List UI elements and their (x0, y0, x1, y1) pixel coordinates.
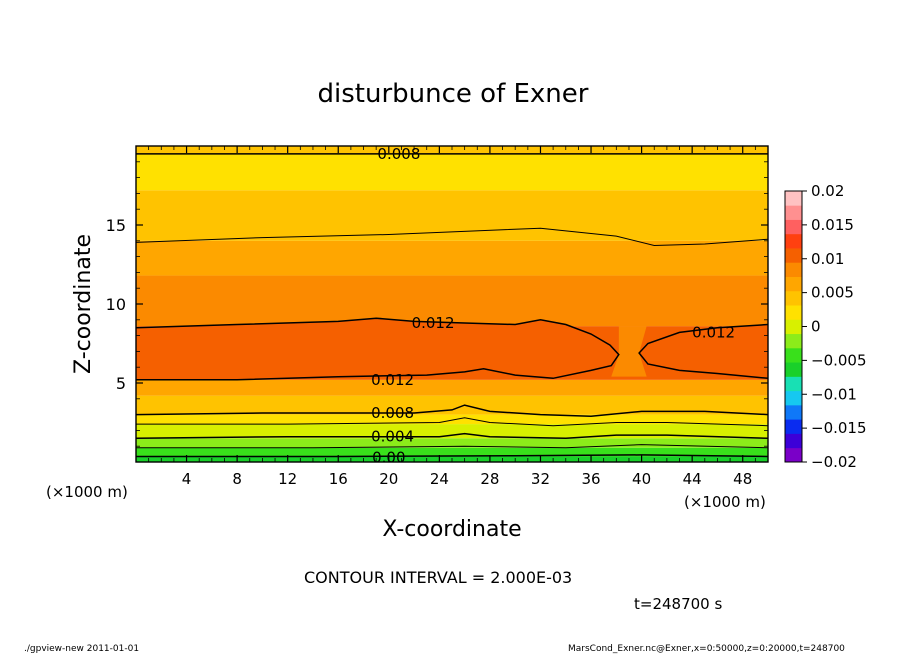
colorbar-swatch (785, 248, 802, 263)
x-tick-label: 40 (632, 470, 651, 488)
contour-fill-band (136, 153, 768, 191)
x-tick-label: 36 (581, 470, 600, 488)
colorbar-swatch (785, 319, 802, 335)
contour-fill-band (136, 379, 768, 396)
contour-fill-band (136, 414, 768, 425)
contour-label: 0.004 (371, 428, 414, 446)
x-axis: 4 8 12 16 20 24 28 32 36 40 44 48 (148, 146, 756, 488)
contour-line (135, 317, 620, 381)
contour-fill-band (136, 424, 768, 439)
colorbar-swatch (785, 205, 802, 220)
colorbar-label: −0.02 (811, 453, 857, 471)
colorbar-label: −0.01 (811, 385, 857, 403)
colorbar-swatch (785, 347, 802, 363)
colorbar-swatch (785, 404, 802, 420)
x-tick-label: 4 (182, 470, 192, 488)
x-tick-label: 44 (683, 470, 702, 488)
contour-line (136, 417, 769, 427)
colorbar-swatch (785, 219, 802, 235)
x-tick-label: 32 (531, 470, 550, 488)
contour-line (135, 432, 769, 440)
colorbar-swatch (785, 305, 802, 320)
colorbar-label: 0.015 (811, 216, 854, 234)
contour-label: 0.008 (371, 404, 414, 422)
colorbar-label: −0.015 (811, 419, 867, 437)
contour-line (135, 227, 769, 247)
contour-core-fill (639, 324, 768, 379)
y-tick-label: 10 (106, 295, 126, 314)
colorbar-swatch (785, 447, 802, 463)
contour-line (638, 323, 769, 380)
x-tick-label: 16 (329, 470, 348, 488)
contour-label: 0.008 (377, 145, 420, 163)
y-axis-title: Z-coordinate (71, 234, 96, 374)
y-tick-label: 5 (116, 374, 126, 393)
contour-fill-band (136, 240, 768, 276)
footer-left-text: ./gpview-new 2011-01-01 (24, 644, 139, 654)
contour-lines (135, 153, 769, 458)
colorbar-swatch (785, 290, 802, 306)
contour-fill-band (136, 395, 768, 415)
contour-core-fill (136, 318, 619, 380)
colorbar-swatch (785, 191, 802, 206)
x-tick-label: 24 (430, 470, 449, 488)
contour-fill-band (136, 275, 768, 327)
y-tick-label: 15 (106, 216, 126, 235)
colorbar-swatch (785, 262, 802, 277)
footer-right-text: MarsCond_Exner.nc@Exner,x=0:50000,z=0:20… (568, 644, 845, 654)
x-tick-label: 20 (379, 470, 398, 488)
contour-label: 0.012 (692, 323, 735, 341)
x-axis-unit-label: (×1000 m) (684, 493, 766, 511)
colorbar-swatch (785, 362, 802, 377)
x-tick-label: 8 (232, 470, 242, 488)
x-tick-label: 28 (480, 470, 499, 488)
chart-title: disturbunce of Exner (318, 79, 589, 109)
contour-fill-band (136, 447, 768, 457)
contour-line (136, 454, 769, 458)
contour-interval-text: CONTOUR INTERVAL = 2.000E-03 (304, 568, 572, 587)
colorbar-label: 0.01 (811, 250, 844, 268)
y-axis-unit-label: (×1000 m) (46, 483, 128, 501)
colorbar-swatch (785, 233, 802, 249)
colorbar-swatch (785, 333, 802, 349)
contour-line (136, 444, 769, 449)
colorbar-label: 0.005 (811, 284, 854, 302)
colorbar-swatch (785, 419, 802, 434)
colorbar-label: 0 (811, 318, 821, 336)
colorbar-swatch (785, 390, 802, 406)
time-label: t=248700 s (634, 595, 722, 613)
x-axis-title: X-coordinate (382, 517, 521, 542)
colorbar-swatch (785, 433, 802, 449)
contour-label: 0.012 (412, 314, 455, 332)
y-axis: 5 10 15 (106, 161, 768, 447)
contour-line (135, 404, 769, 417)
x-tick-label: 12 (278, 470, 297, 488)
colorbar-swatch (785, 376, 802, 392)
colorbar-swatch (785, 276, 802, 292)
x-tick-label: 48 (733, 470, 752, 488)
contour-fill-band (136, 438, 768, 448)
contour-gap-fill (611, 326, 647, 377)
contour-fill-band (136, 190, 768, 241)
colorbar-label: −0.005 (811, 351, 867, 369)
colorbar-label: 0.02 (811, 182, 844, 200)
colorbar: 0.02 0.015 0.01 0.005 0 −0.005 −0.01 −0.015 −0.0… (784, 182, 867, 471)
contour-label: 0.012 (371, 371, 414, 389)
plot-area (136, 146, 768, 462)
